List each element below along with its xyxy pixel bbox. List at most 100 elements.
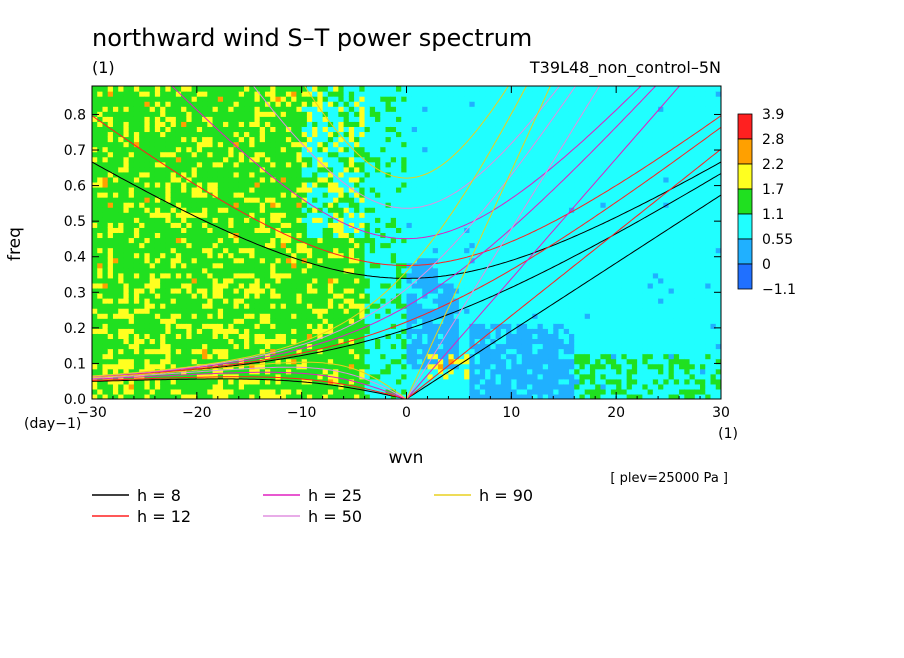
spectrum-cell: [296, 197, 303, 203]
spectrum-cell: [359, 161, 366, 168]
spectrum-cell: [354, 202, 360, 208]
spectrum-cell: [296, 121, 303, 127]
spectrum-cell: [264, 96, 271, 102]
spectrum-cell: [107, 131, 114, 138]
spectrum-cell: [485, 217, 491, 223]
spectrum-cell: [170, 151, 177, 158]
spectrum-cell: [396, 141, 402, 148]
spectrum-cell: [196, 202, 203, 208]
spectrum-cell: [254, 318, 261, 324]
spectrum-cell: [296, 252, 303, 259]
spectrum-cell: [259, 282, 266, 289]
spectrum-cell: [422, 181, 429, 188]
spectrum-cell: [427, 116, 434, 122]
spectrum-cell: [506, 323, 512, 329]
spectrum-cell: [333, 247, 339, 254]
spectrum-cell: [118, 378, 125, 385]
spectrum-cell: [443, 237, 450, 244]
spectrum-cell: [123, 343, 130, 350]
spectrum-cell: [264, 106, 271, 112]
spectrum-cell: [207, 86, 214, 92]
spectrum-cell: [359, 328, 366, 334]
spectrum-cell: [427, 363, 434, 370]
spectrum-cell: [369, 136, 376, 143]
spectrum-cell: [160, 202, 166, 208]
spectrum-cell: [375, 368, 381, 375]
spectrum-cell: [354, 277, 360, 284]
spectrum-cell: [312, 101, 318, 107]
spectrum-cell: [97, 338, 104, 345]
spectrum-cell: [112, 166, 119, 173]
spectrum-cell: [490, 358, 497, 365]
spectrum-cell: [238, 272, 245, 279]
spectrum-cell: [448, 242, 455, 249]
spectrum-cell: [296, 272, 303, 279]
spectrum-cell: [118, 192, 125, 198]
spectrum-cell: [133, 227, 140, 233]
spectrum-cell: [291, 111, 298, 117]
spectrum-cell: [186, 121, 193, 127]
spectrum-cell: [202, 383, 208, 390]
spectrum-cell: [128, 141, 135, 148]
spectrum-cell: [312, 146, 318, 153]
spectrum-cell: [453, 393, 460, 399]
spectrum-cell: [296, 156, 303, 163]
spectrum-cell: [139, 262, 146, 269]
spectrum-cell: [186, 106, 193, 112]
spectrum-cell: [490, 181, 497, 188]
spectrum-cell: [196, 267, 203, 274]
spectrum-cell: [181, 318, 187, 324]
spectrum-cell: [92, 303, 98, 309]
spectrum-cell: [285, 141, 292, 148]
spectrum-cell: [175, 378, 182, 385]
spectrum-cell: [217, 318, 224, 324]
spectrum-cell: [416, 292, 423, 299]
spectrum-cell: [464, 232, 470, 239]
spectrum-cell: [474, 282, 481, 289]
spectrum-cell: [317, 101, 324, 107]
spectrum-cell: [375, 161, 381, 168]
spectrum-cell: [160, 338, 166, 345]
spectrum-cell: [327, 227, 334, 233]
spectrum-cell: [411, 247, 418, 254]
spectrum-cell: [406, 242, 413, 249]
spectrum-cell: [202, 186, 208, 193]
spectrum-cell: [506, 131, 512, 138]
spectrum-cell: [390, 373, 397, 380]
spectrum-cell: [102, 207, 109, 213]
spectrum-cell: [317, 86, 324, 92]
spectrum-cell: [474, 388, 481, 395]
spectrum-cell: [375, 136, 381, 143]
spectrum-cell: [437, 116, 444, 122]
spectrum-cell: [506, 242, 512, 249]
spectrum-cell: [160, 131, 166, 138]
spectrum-cell: [369, 262, 376, 269]
spectrum-cell: [275, 353, 282, 360]
spectrum-cell: [133, 222, 140, 228]
spectrum-cell: [474, 318, 481, 324]
spectrum-cell: [217, 96, 224, 102]
spectrum-cell: [495, 227, 502, 233]
spectrum-cell: [291, 323, 298, 329]
spectrum-cell: [118, 363, 125, 370]
spectrum-cell: [264, 363, 271, 370]
spectrum-cell: [233, 237, 240, 244]
spectrum-cell: [102, 126, 109, 133]
spectrum-cell: [406, 156, 413, 163]
spectrum-cell: [123, 217, 130, 223]
spectrum-cell: [275, 323, 282, 329]
spectrum-cell: [97, 227, 104, 233]
spectrum-cell: [133, 171, 140, 178]
spectrum-cell: [327, 292, 334, 299]
spectrum-cell: [396, 166, 402, 173]
spectrum-cell: [396, 131, 402, 138]
spectrum-cell: [212, 101, 219, 107]
spectrum-cell: [291, 192, 298, 198]
spectrum-cell: [437, 181, 444, 188]
spectrum-cell: [390, 298, 397, 304]
spectrum-cell: [432, 287, 439, 294]
spectrum-cell: [228, 86, 235, 92]
spectrum-cell: [333, 161, 339, 168]
spectrum-cell: [217, 247, 224, 254]
